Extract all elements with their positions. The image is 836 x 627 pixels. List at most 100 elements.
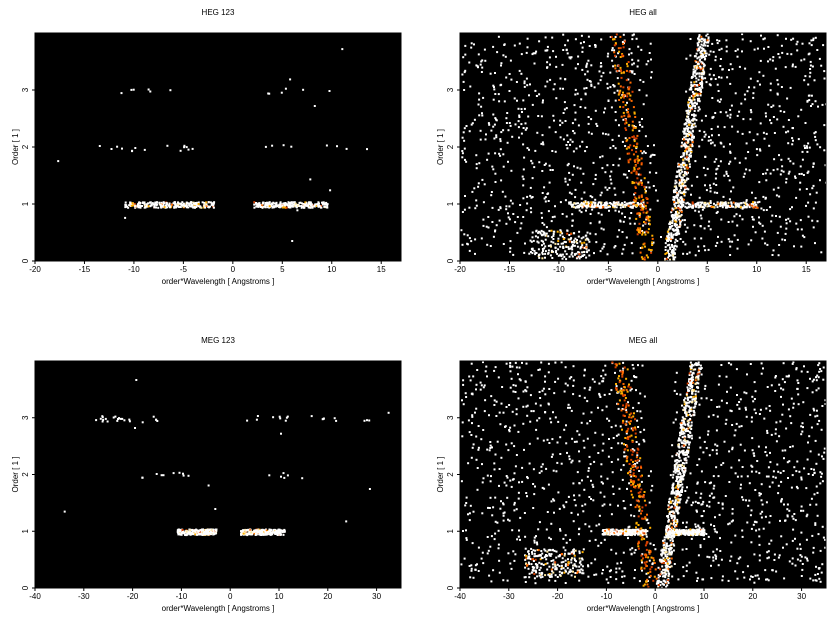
event-point — [552, 250, 555, 253]
event-point — [515, 366, 518, 369]
event-point — [152, 415, 155, 418]
event-point — [689, 131, 692, 134]
event-point — [588, 240, 591, 243]
event-point — [308, 203, 311, 205]
event-point — [804, 556, 807, 559]
event-point — [602, 377, 605, 380]
event-point — [562, 112, 565, 114]
event-point — [601, 247, 604, 250]
event-point — [508, 90, 511, 92]
event-point — [771, 254, 774, 256]
event-point — [784, 66, 787, 69]
event-point — [559, 124, 562, 127]
event-point — [535, 229, 538, 232]
event-point — [669, 240, 672, 242]
event-point — [562, 242, 565, 245]
event-point — [640, 195, 643, 198]
event-point — [795, 367, 798, 370]
event-point — [185, 146, 188, 149]
event-point — [565, 253, 568, 256]
event-point — [628, 92, 631, 95]
event-point — [669, 246, 671, 249]
event-point — [513, 424, 516, 427]
event-point — [684, 186, 687, 189]
event-point — [583, 204, 586, 207]
event-point — [253, 206, 256, 209]
event-point — [636, 454, 639, 457]
event-point — [494, 152, 497, 155]
event-point — [183, 144, 186, 147]
event-point — [513, 97, 516, 100]
event-point — [488, 123, 491, 126]
event-point — [716, 444, 719, 447]
event-point — [677, 194, 680, 197]
event-point — [615, 552, 618, 555]
x-tick-label: 0 — [228, 592, 233, 601]
event-point — [809, 71, 812, 74]
event-point — [564, 534, 567, 537]
event-point — [668, 243, 671, 246]
event-point — [728, 450, 731, 453]
event-point — [643, 256, 646, 259]
event-point — [600, 375, 603, 378]
event-point — [309, 201, 312, 204]
event-point — [730, 555, 733, 558]
event-point — [509, 562, 512, 565]
event-point — [622, 581, 625, 584]
event-point — [495, 134, 498, 137]
event-point — [514, 391, 517, 393]
event-point — [690, 133, 693, 135]
event-point — [197, 205, 200, 208]
event-point — [807, 53, 810, 56]
event-point — [537, 528, 540, 531]
event-point — [688, 98, 690, 101]
event-point — [624, 137, 627, 140]
event-point — [261, 203, 264, 206]
event-point — [703, 440, 706, 443]
event-point — [693, 115, 696, 118]
event-point — [778, 554, 781, 557]
event-point — [673, 224, 676, 226]
event-point — [800, 478, 803, 481]
event-point — [762, 38, 765, 41]
event-point — [782, 125, 785, 128]
event-point — [745, 168, 748, 171]
event-point — [623, 94, 626, 96]
event-point — [630, 212, 633, 214]
event-point — [694, 69, 697, 72]
event-point — [582, 246, 585, 249]
event-point — [610, 461, 613, 463]
event-point — [668, 233, 671, 236]
event-point — [674, 244, 677, 247]
event-point — [552, 241, 555, 244]
event-point — [819, 549, 822, 552]
event-point — [475, 64, 478, 67]
event-point — [561, 235, 564, 238]
event-point — [742, 175, 745, 178]
event-point — [533, 577, 536, 580]
event-point — [470, 123, 473, 126]
event-point — [536, 419, 539, 422]
event-point — [648, 223, 651, 226]
event-point — [470, 569, 473, 572]
event-point — [742, 201, 745, 204]
event-point — [709, 50, 712, 53]
event-point — [770, 122, 773, 125]
event-point — [622, 367, 625, 370]
event-point — [509, 364, 512, 367]
event-point — [725, 39, 728, 42]
event-point — [616, 77, 619, 80]
event-point — [181, 204, 184, 207]
event-point — [815, 485, 818, 488]
event-point — [686, 127, 689, 130]
event-point — [505, 222, 508, 225]
event-point — [611, 138, 614, 141]
event-point — [668, 252, 670, 255]
event-point — [759, 122, 762, 125]
event-point — [472, 576, 475, 579]
event-point — [566, 52, 569, 55]
event-point — [681, 219, 684, 222]
event-point — [642, 211, 645, 214]
event-point — [809, 377, 811, 380]
event-point — [716, 206, 719, 209]
